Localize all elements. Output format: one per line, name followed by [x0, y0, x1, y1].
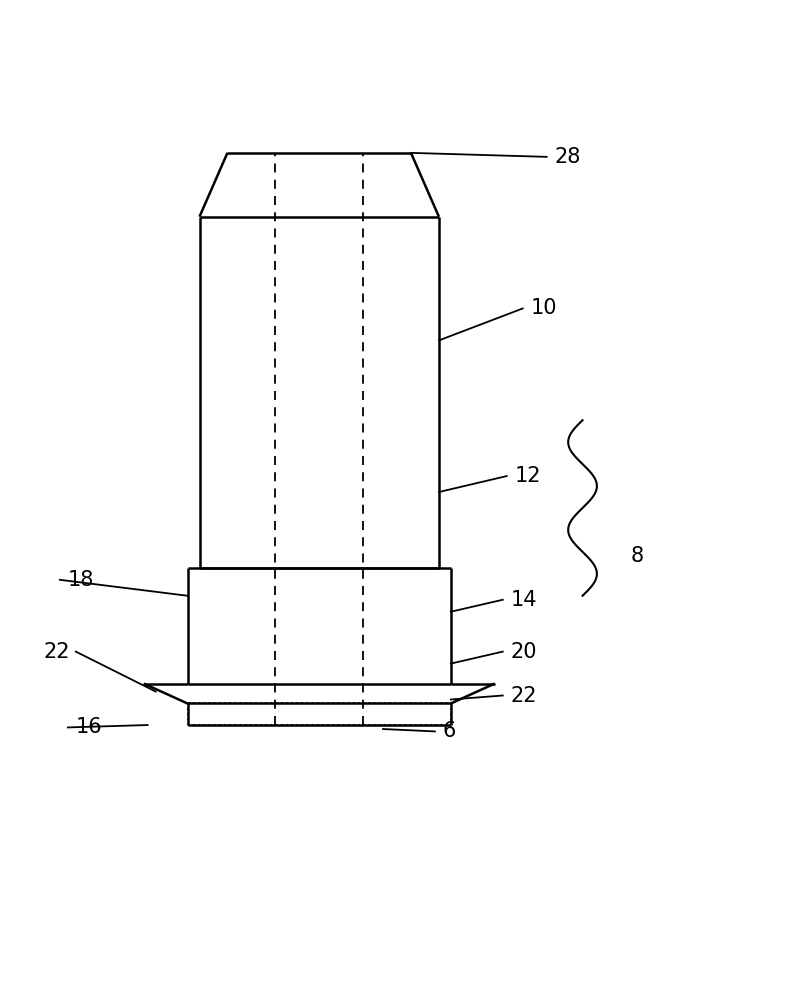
- Text: 20: 20: [511, 642, 537, 662]
- Text: 10: 10: [531, 298, 557, 318]
- Text: 6: 6: [443, 721, 456, 741]
- Text: 12: 12: [515, 466, 541, 486]
- Text: 22: 22: [44, 642, 70, 662]
- Text: 28: 28: [555, 147, 581, 167]
- Text: 14: 14: [511, 590, 537, 610]
- Text: 16: 16: [76, 717, 102, 737]
- Text: 8: 8: [630, 546, 643, 566]
- Text: 22: 22: [511, 686, 537, 706]
- Text: 18: 18: [68, 570, 94, 590]
